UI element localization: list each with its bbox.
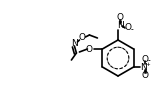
Text: +: + [145, 62, 150, 67]
Text: +: + [121, 24, 125, 29]
Text: O: O [141, 70, 148, 79]
Text: O: O [141, 55, 148, 63]
Text: N: N [140, 62, 147, 72]
Text: O: O [124, 24, 132, 33]
Text: -: - [147, 57, 150, 65]
Text: N: N [71, 39, 78, 48]
Text: O: O [86, 45, 93, 53]
Text: O: O [79, 34, 86, 43]
Text: N: N [117, 22, 123, 31]
Text: O: O [116, 14, 123, 22]
Text: -: - [131, 26, 133, 34]
